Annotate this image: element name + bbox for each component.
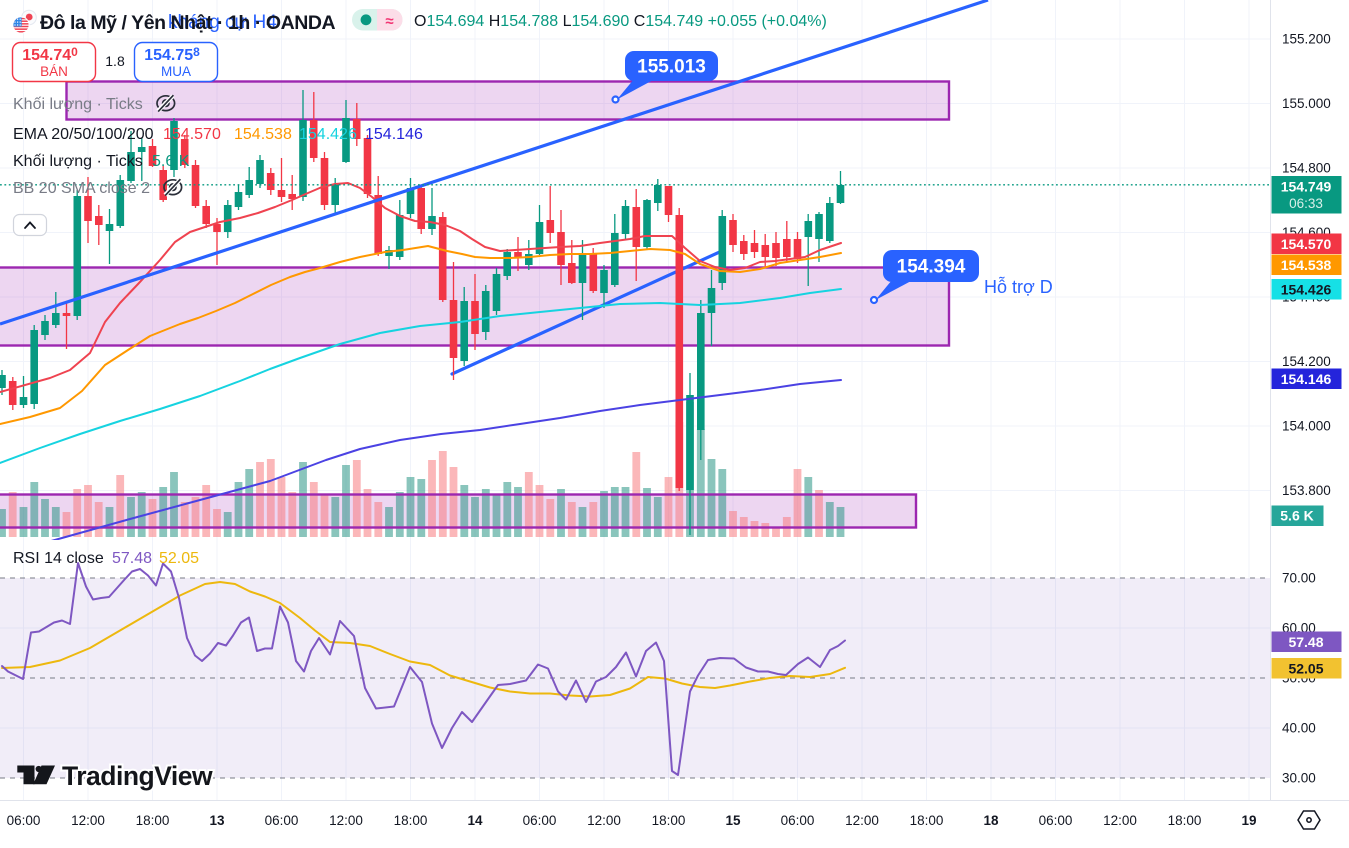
svg-text:RSI 14 close: RSI 14 close <box>13 550 104 567</box>
svg-text:18:00: 18:00 <box>394 813 428 828</box>
svg-text:154.758: 154.758 <box>144 45 200 64</box>
svg-text:18:00: 18:00 <box>136 813 170 828</box>
svg-text:154.538: 154.538 <box>234 126 292 143</box>
svg-text:155.000: 155.000 <box>1282 96 1331 111</box>
svg-text:18: 18 <box>983 813 999 828</box>
svg-text:155.013: 155.013 <box>637 57 706 78</box>
svg-text:5.6 K: 5.6 K <box>1280 508 1313 524</box>
svg-text:57.48: 57.48 <box>112 550 152 567</box>
svg-text:155.200: 155.200 <box>1282 32 1331 47</box>
svg-text:06:00: 06:00 <box>1039 813 1073 828</box>
svg-text:TradingView: TradingView <box>62 761 213 791</box>
svg-text:57.48: 57.48 <box>1288 634 1323 650</box>
svg-text:12:00: 12:00 <box>1103 813 1137 828</box>
svg-text:5.6 K: 5.6 K <box>152 153 190 170</box>
svg-text:Hỗ trợ D: Hỗ trợ D <box>984 276 1053 297</box>
svg-text:15: 15 <box>725 813 741 828</box>
svg-text:154.426: 154.426 <box>1281 281 1332 297</box>
svg-text:06:00: 06:00 <box>265 813 299 828</box>
svg-text:12:00: 12:00 <box>587 813 621 828</box>
svg-text:Đô la Mỹ / Yên Nhật · 1h · OAN: Đô la Mỹ / Yên Nhật · 1h · OANDA <box>40 12 335 34</box>
svg-text:12:00: 12:00 <box>329 813 363 828</box>
svg-text:18:00: 18:00 <box>1168 813 1202 828</box>
svg-text:12:00: 12:00 <box>71 813 105 828</box>
svg-text:154.740: 154.740 <box>22 45 78 64</box>
svg-text:MUA: MUA <box>161 64 191 79</box>
svg-text:18:00: 18:00 <box>652 813 686 828</box>
svg-text:154.000: 154.000 <box>1282 419 1331 434</box>
svg-text:52.05: 52.05 <box>1288 660 1323 676</box>
svg-text:Khối lượng · Ticks: Khối lượng · Ticks <box>13 153 143 170</box>
svg-text:Khối lượng · Ticks: Khối lượng · Ticks <box>13 96 143 113</box>
svg-text:06:00: 06:00 <box>781 813 815 828</box>
svg-text:40.00: 40.00 <box>1282 721 1316 736</box>
svg-text:06:00: 06:00 <box>523 813 557 828</box>
svg-text:18:00: 18:00 <box>910 813 944 828</box>
svg-text:70.00: 70.00 <box>1282 571 1316 586</box>
svg-text:≈: ≈ <box>385 13 393 30</box>
svg-text:154.570: 154.570 <box>1281 236 1332 252</box>
svg-text:154.200: 154.200 <box>1282 354 1331 369</box>
svg-text:154.800: 154.800 <box>1282 161 1331 176</box>
svg-text:06:33: 06:33 <box>1289 196 1323 211</box>
svg-text:BB 20 SMA close 2: BB 20 SMA close 2 <box>13 180 150 197</box>
svg-text:154.146: 154.146 <box>1281 371 1332 387</box>
svg-text:1.8: 1.8 <box>105 53 125 69</box>
svg-text:154.426: 154.426 <box>299 126 357 143</box>
svg-text:52.05: 52.05 <box>159 550 199 567</box>
svg-text:O154.694 H154.788 L154.690 C15: O154.694 H154.788 L154.690 C154.749 +0.0… <box>414 13 827 30</box>
svg-text:EMA 20/50/100/200: EMA 20/50/100/200 <box>13 126 154 143</box>
svg-text:154.570: 154.570 <box>163 126 221 143</box>
svg-text:154.538: 154.538 <box>1281 257 1332 273</box>
svg-text:154.146: 154.146 <box>365 126 423 143</box>
svg-text:14: 14 <box>467 813 483 828</box>
svg-text:12:00: 12:00 <box>845 813 879 828</box>
svg-text:154.749: 154.749 <box>1281 179 1332 195</box>
svg-text:BÁN: BÁN <box>40 64 68 79</box>
svg-text:30.00: 30.00 <box>1282 771 1316 786</box>
svg-text:154.394: 154.394 <box>897 257 966 278</box>
svg-text:19: 19 <box>1241 813 1256 828</box>
svg-text:13: 13 <box>209 813 225 828</box>
svg-text:153.800: 153.800 <box>1282 483 1331 498</box>
svg-text:06:00: 06:00 <box>7 813 41 828</box>
